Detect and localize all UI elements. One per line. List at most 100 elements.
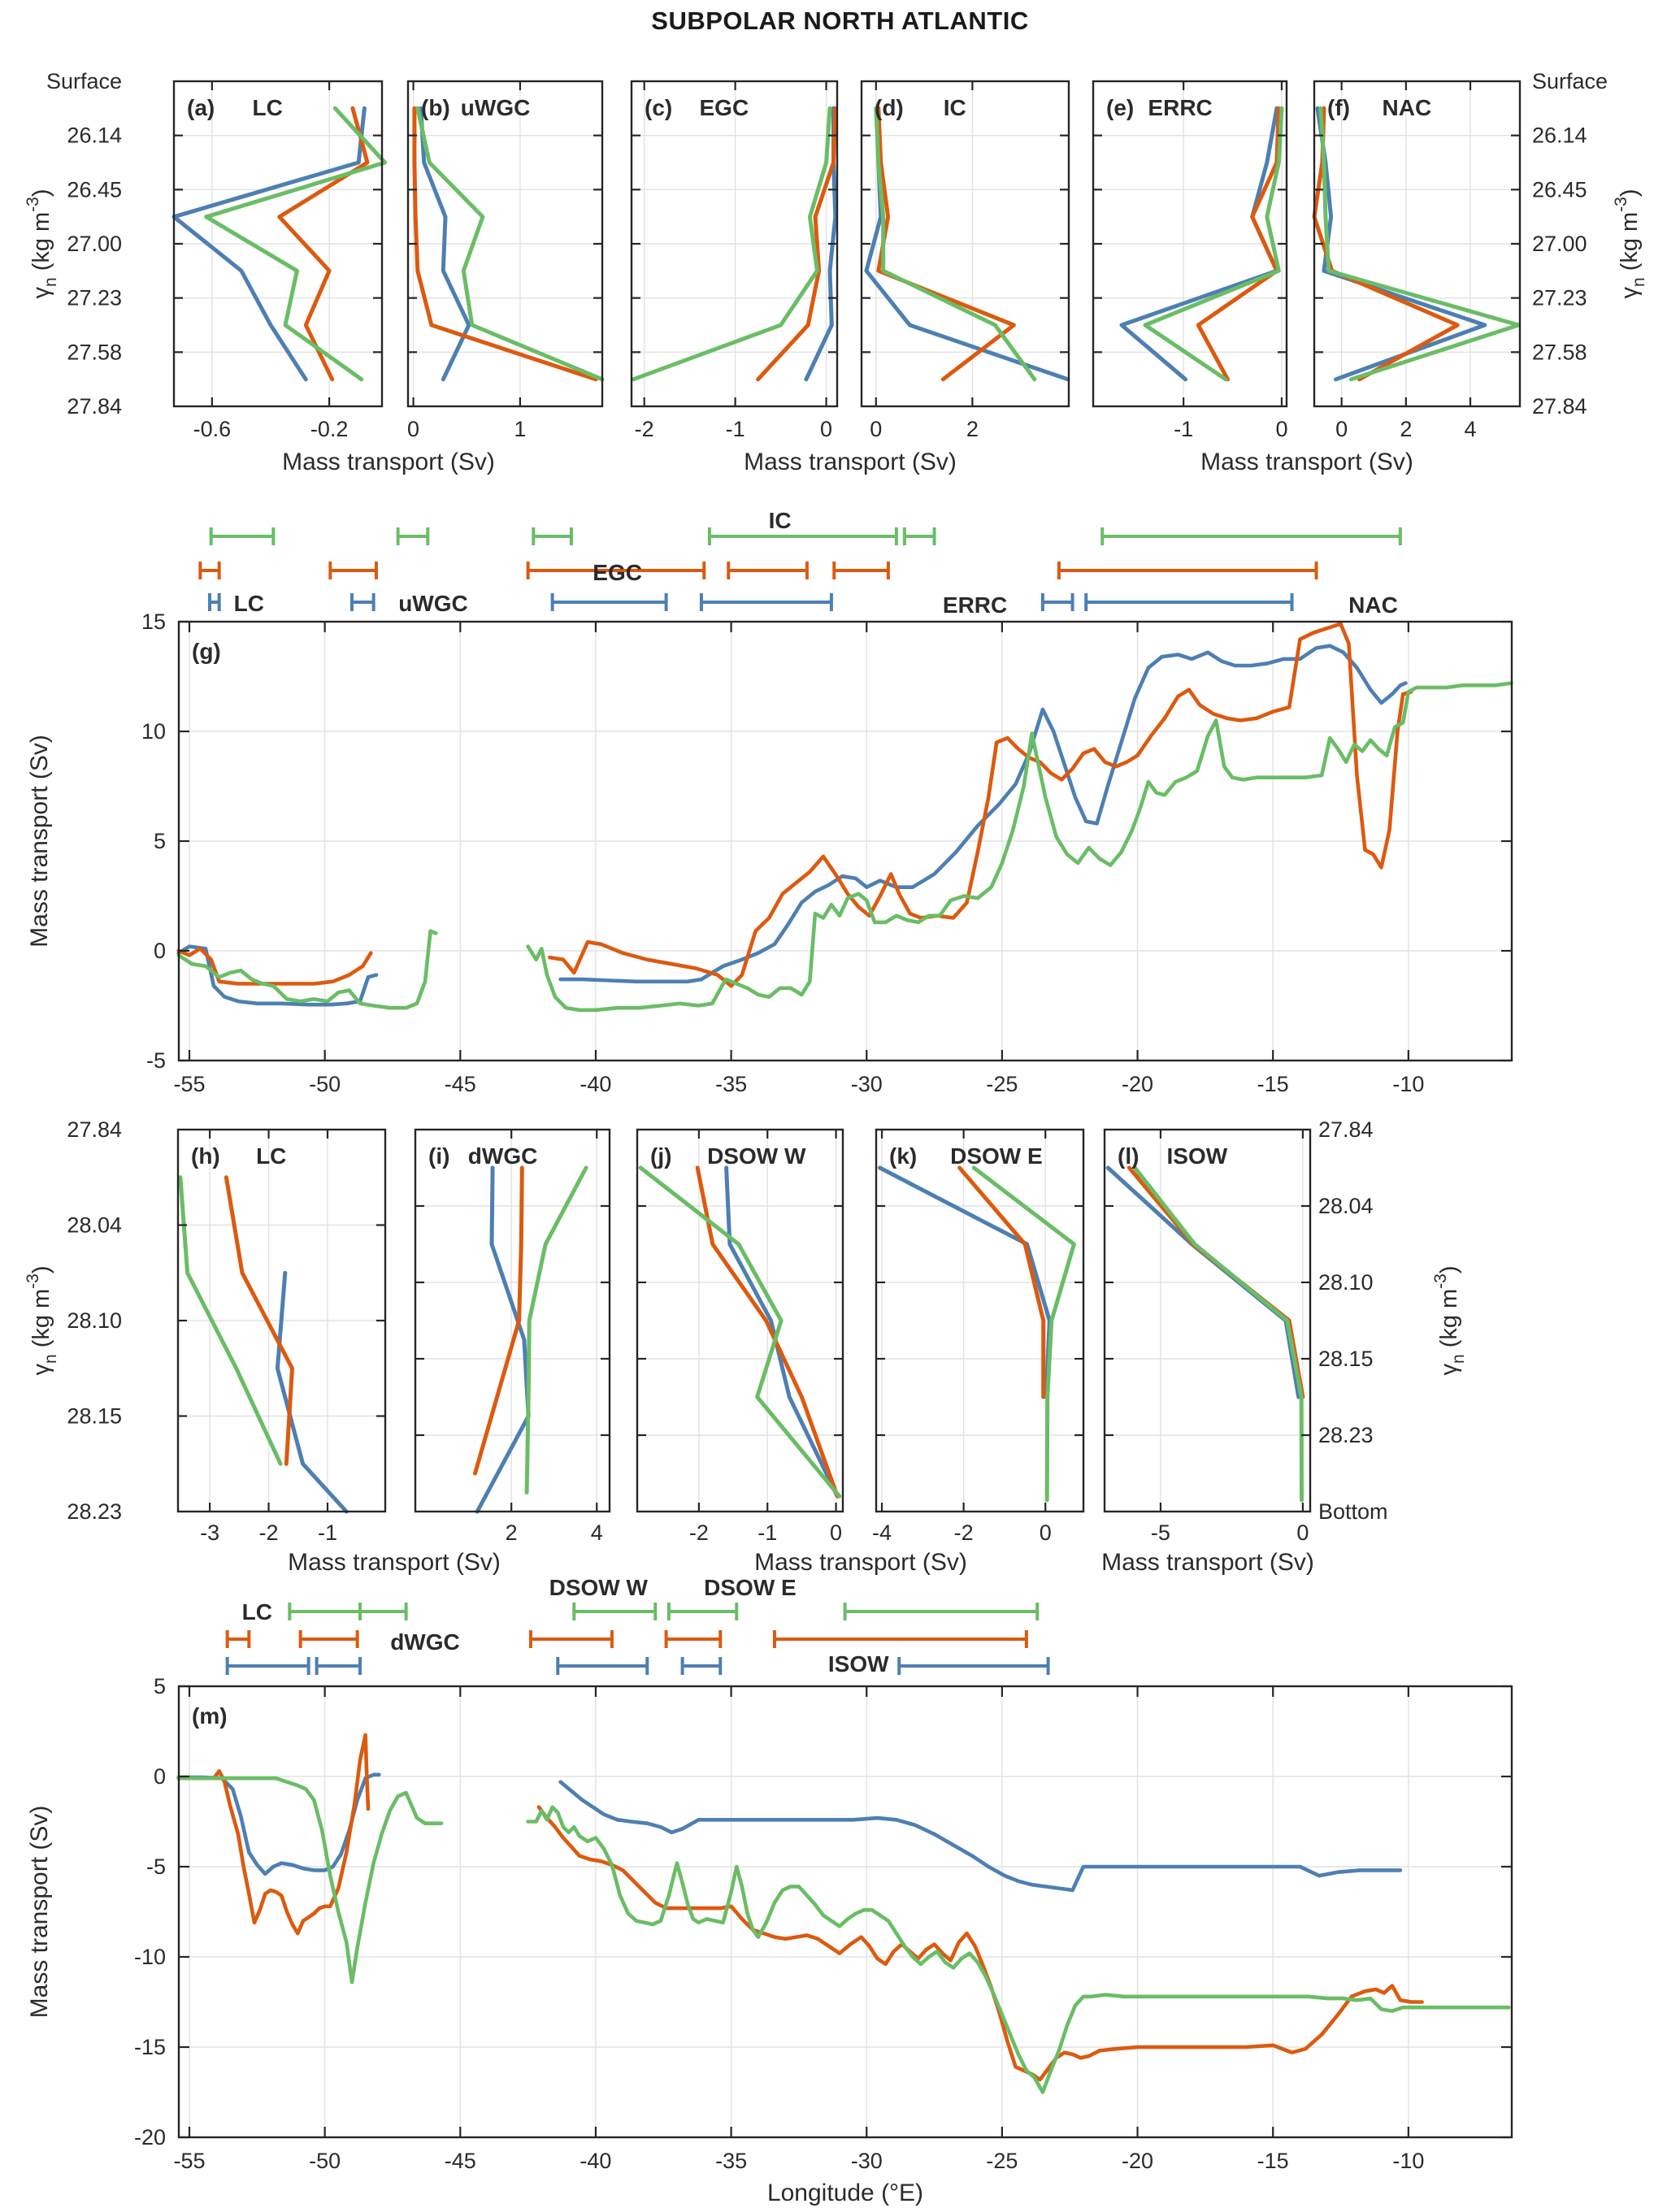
- range-bracket-blue: [1084, 593, 1294, 611]
- panel-c: (c) EGC -2 -1 0: [630, 80, 839, 441]
- y-level-label-left: 26.45: [67, 177, 122, 202]
- y-level-label-right: 28.04: [1318, 1194, 1374, 1218]
- y-tick-label: 0: [154, 1764, 166, 1789]
- x-tick-label: -15: [1257, 1072, 1289, 1096]
- range-bracket-green: [209, 527, 276, 545]
- y-tick-label: 10: [141, 719, 166, 744]
- gamma-axis-label-left: γn (kg m-3): [24, 1265, 60, 1375]
- panel-letter: (b): [421, 95, 450, 120]
- range-bracket-blue: [699, 593, 833, 611]
- x-tick-label: -20: [1122, 2149, 1153, 2173]
- series-green-line: [638, 1165, 842, 1499]
- x-tick-label: 4: [1465, 417, 1477, 441]
- panel-letter: (l): [1118, 1143, 1139, 1169]
- current-label-dsow-e: DSOW E: [704, 1575, 797, 1600]
- y-tick-label: 15: [141, 609, 166, 634]
- x-tick-label: 2: [506, 1520, 518, 1545]
- series-orange-line: [1196, 106, 1281, 382]
- x-tick-label: -45: [445, 1072, 476, 1096]
- y-level-label-right: 27.23: [1532, 286, 1587, 310]
- y-axis-label: Mass transport (Sv): [26, 735, 53, 948]
- y-level-label-left: 27.58: [67, 340, 122, 364]
- panel-border: [1103, 1128, 1312, 1513]
- y-tick-label: -15: [134, 2035, 166, 2059]
- panel-name: uWGC: [461, 95, 531, 120]
- panel-letter: (m): [192, 1703, 228, 1729]
- range-bracket-blue: [225, 1657, 310, 1675]
- y-level-label-left: 28.10: [67, 1308, 122, 1333]
- y-tick-label: 5: [154, 1674, 166, 1698]
- x-tick-label: -2: [954, 1520, 974, 1545]
- series-green-line: [176, 929, 438, 1010]
- range-bracket-orange: [225, 1630, 251, 1648]
- series-orange-line: [473, 1165, 524, 1476]
- y-level-label-right: 27.84: [1532, 394, 1587, 419]
- x-axis-label: Mass transport (Sv): [282, 449, 495, 475]
- y-level-label-right: 28.10: [1318, 1270, 1374, 1295]
- current-label-ic: IC: [769, 508, 792, 533]
- series-green-line: [526, 681, 1513, 1013]
- y-level-label-left: 26.14: [67, 124, 122, 148]
- series-orange-line: [957, 1165, 1046, 1399]
- range-bracket-green: [707, 527, 898, 545]
- panel-k: (k) DSOW E -4 -2 0: [872, 1128, 1085, 1545]
- y-level-label-right: 26.14: [1532, 124, 1587, 148]
- series-green-line: [1132, 1165, 1304, 1503]
- series-orange-line: [756, 106, 838, 382]
- range-bracket-orange: [772, 1630, 1028, 1648]
- y-level-label-right: 28.15: [1318, 1347, 1374, 1371]
- range-bracket-orange: [528, 1630, 614, 1648]
- series-orange-line: [224, 1175, 294, 1466]
- x-axis-label: Mass transport (Sv): [1200, 449, 1413, 475]
- y-tick-label: -10: [134, 1945, 166, 1969]
- panel-border: [875, 1128, 1085, 1513]
- x-tick-label: 0: [1335, 417, 1348, 441]
- x-tick-label: 0: [820, 417, 832, 441]
- range-bracket-orange: [328, 562, 378, 579]
- range-bracket-green: [666, 1603, 739, 1620]
- x-tick-label: -1: [318, 1520, 337, 1545]
- range-bracket-orange: [526, 562, 706, 579]
- x-tick-label: -55: [173, 1072, 205, 1096]
- panel-letter: (j): [650, 1143, 671, 1169]
- range-bracket-orange: [1057, 562, 1318, 579]
- series-green-line: [526, 1805, 1511, 2094]
- range-bracket-blue: [556, 1657, 649, 1675]
- x-tick-label: -20: [1122, 1072, 1153, 1096]
- panel-name: EGC: [700, 95, 749, 120]
- current-label-dsow-w: DSOW W: [549, 1575, 649, 1600]
- panel-b: (b) uWGC 0 1: [406, 80, 605, 441]
- y-level-label-left: 27.23: [67, 286, 122, 310]
- range-bracket-orange: [198, 562, 221, 579]
- panel-m: (m) 5 0 -5 -10 -15 -20 -55 -50 -45 -40 -35 -30 -25 -20…: [26, 1575, 1513, 2206]
- series-green-line: [1143, 106, 1284, 382]
- x-tick-label: -0.6: [193, 417, 232, 441]
- y-level-label-right: 27.00: [1532, 232, 1587, 256]
- y-level-label-left: 28.23: [67, 1499, 122, 1524]
- current-label-errc: ERRC: [943, 592, 1007, 618]
- y-level-label-left: Surface: [46, 69, 122, 93]
- x-tick-label: -2: [259, 1520, 279, 1545]
- x-tick-label: -25: [986, 1072, 1018, 1096]
- x-axis-label: Mass transport (Sv): [1101, 1549, 1314, 1576]
- current-label-isow: ISOW: [828, 1651, 889, 1677]
- series-green-line: [204, 106, 388, 382]
- panel-letter: (f): [1327, 95, 1350, 120]
- panel-letter: (a): [187, 95, 215, 120]
- x-tick-label: 0: [1296, 1520, 1309, 1545]
- range-bracket-green: [358, 1603, 408, 1620]
- current-label-egc: EGC: [593, 560, 642, 585]
- range-bracket-green: [843, 1603, 1040, 1620]
- panel-e: (e) ERRC -1 0: [1092, 80, 1287, 441]
- y-level-label-right: 28.23: [1318, 1423, 1374, 1447]
- x-tick-label: -4: [872, 1520, 892, 1545]
- range-bracket-orange: [727, 562, 809, 579]
- range-bracket-green: [1100, 527, 1402, 545]
- panel-a: (a) LC -0.6 -0.2: [171, 80, 388, 441]
- y-level-label-right: Surface: [1532, 69, 1608, 93]
- x-tick-label: 2: [1400, 417, 1412, 441]
- series-green-line: [631, 106, 832, 382]
- series-green-line: [524, 1165, 588, 1494]
- y-level-label-left: 27.84: [67, 1117, 122, 1142]
